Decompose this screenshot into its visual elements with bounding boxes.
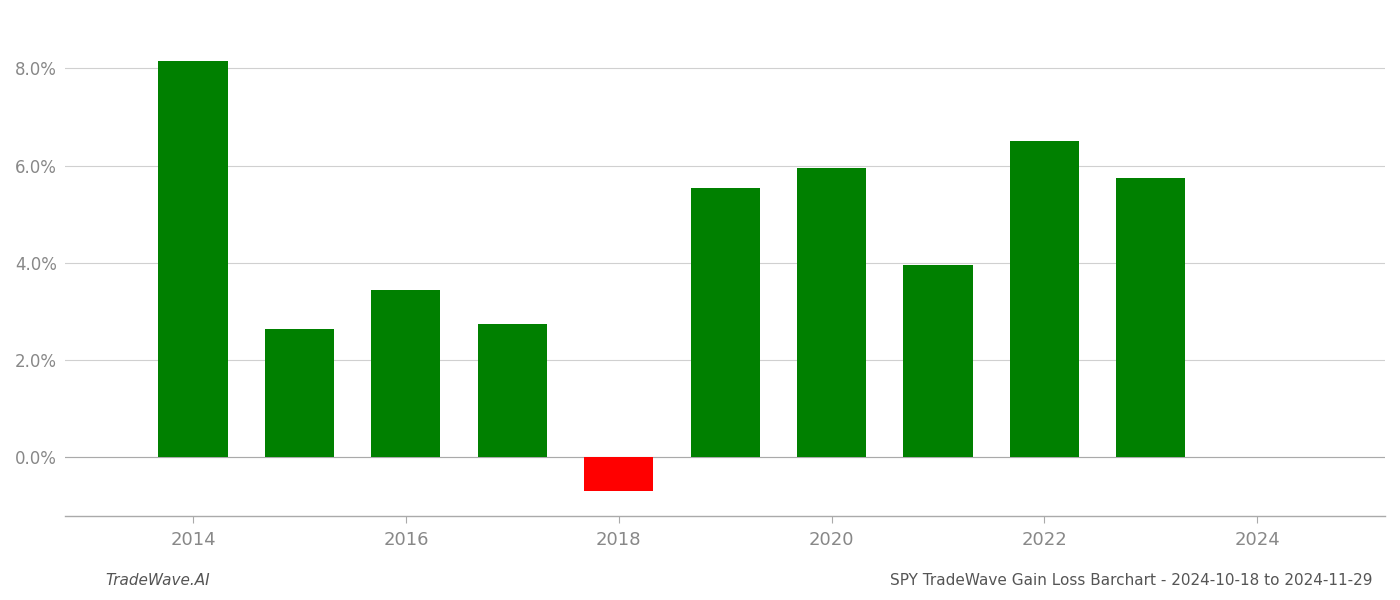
Text: TradeWave.AI: TradeWave.AI — [105, 573, 210, 588]
Bar — [265, 329, 335, 457]
Bar — [797, 168, 867, 457]
Bar — [903, 265, 973, 457]
Bar — [371, 290, 441, 457]
Bar — [690, 188, 760, 457]
Bar — [584, 457, 654, 491]
Bar — [1116, 178, 1186, 457]
Text: SPY TradeWave Gain Loss Barchart - 2024-10-18 to 2024-11-29: SPY TradeWave Gain Loss Barchart - 2024-… — [889, 573, 1372, 588]
Bar — [1009, 142, 1079, 457]
Bar — [477, 323, 547, 457]
Bar — [158, 61, 228, 457]
